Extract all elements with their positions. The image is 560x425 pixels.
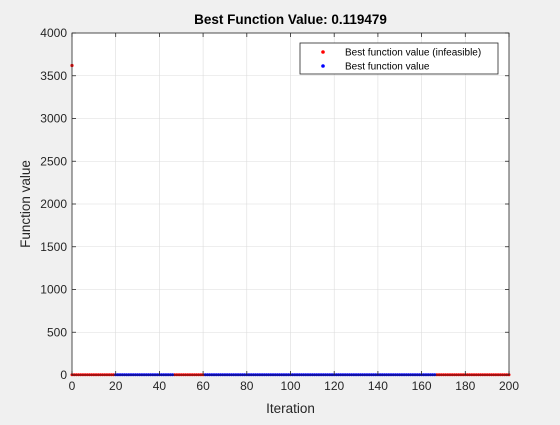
x-tick-label: 60 [196,379,210,393]
y-tick-label: 3000 [40,112,67,126]
x-axis-label: Iteration [266,401,315,416]
x-tick-label: 40 [153,379,167,393]
tick-layer: 0 20 40 60 80 100 120 140 160 180 2000500100015002… [40,26,519,393]
y-tick-label: 2000 [40,197,67,211]
x-tick-label: 100 [280,379,300,393]
legend: Best function value (infeasible) Best fu… [299,42,499,75]
x-tick-label: 120 [324,379,344,393]
chart-title: Best Function Value: 0.119479 [194,12,387,27]
x-tick-label: 20 [109,379,123,393]
y-tick-label: 1000 [40,283,67,297]
x-tick-label: 80 [240,379,254,393]
y-axis-label: Function value [18,160,33,248]
x-tick-label: 200 [499,379,519,393]
y-tick-label: 3500 [40,69,67,83]
y-tick-label: 500 [47,325,67,339]
y-tick-label: 4000 [40,26,67,40]
x-tick-label: 180 [455,379,475,393]
x-tick-label: 140 [368,379,388,393]
legend-label-infeasible: Best function value (infeasible) [345,48,481,59]
legend-label-feasible: Best function value [345,62,430,73]
legend-box [299,42,499,75]
x-tick-label: 0 [69,379,76,393]
y-tick-label: 0 [60,368,67,382]
legend-marker-feasible [321,64,325,68]
legend-marker-infeasible [321,50,325,54]
x-tick-label: 160 [412,379,432,393]
y-tick-label: 1500 [40,240,67,254]
y-tick-label: 2500 [40,154,67,168]
